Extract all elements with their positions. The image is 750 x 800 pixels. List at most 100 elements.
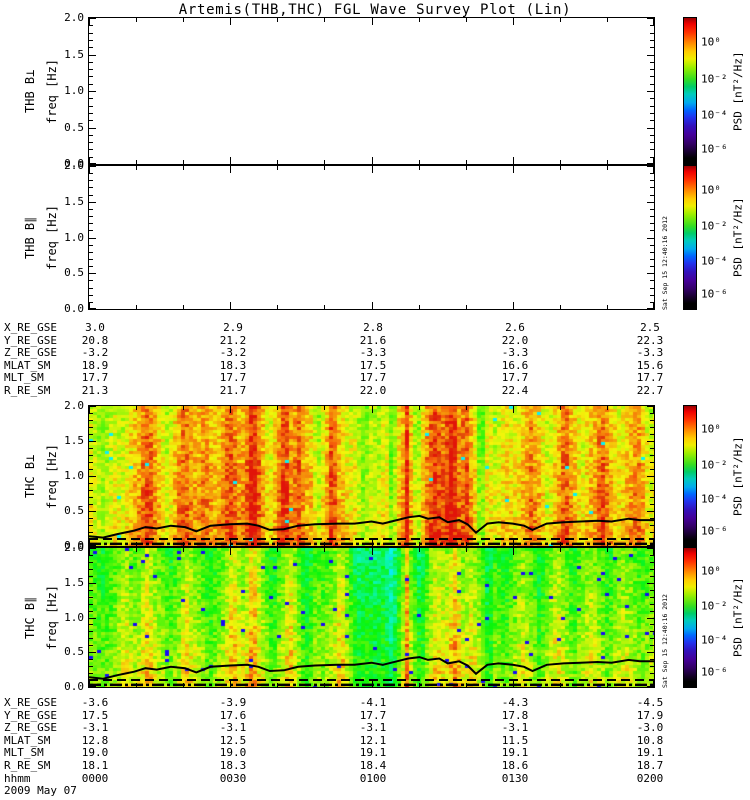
axis-tick-thb-bpar: [136, 166, 137, 170]
ephem-bottom-value: 0030: [219, 771, 247, 785]
axis-tick-thb-bpar: [650, 295, 654, 296]
y-tick-label-thc-bperp: 1.0: [64, 469, 84, 482]
ephem-mid-value: 22.0: [359, 384, 387, 397]
y-tick-label-thc-bpar: 0.5: [64, 645, 84, 659]
axis-tick-thc-bperp: [650, 413, 654, 414]
ephem-mid-value: 17.7: [359, 371, 387, 385]
ephem-bottom-value: -3.0: [636, 721, 664, 735]
axis-tick-thc-bperp: [513, 539, 514, 546]
ephem-bottom-value: -4.3: [501, 696, 529, 709]
timestamp-stamp: Sat Sep 15 12:40:16 2012: [661, 594, 669, 688]
axis-tick-thc-bperp: [89, 511, 96, 512]
ephem-mid-row-label: MLT_SM: [4, 371, 44, 385]
axis-tick-thc-bpar: [650, 590, 654, 591]
axis-tick-thc-bperp: [89, 455, 93, 456]
axis-tick-thb-bperp: [89, 69, 93, 70]
colorbar-tick-label-thb-bperp: 10⁻²: [701, 72, 728, 86]
axis-tick-thb-bpar: [277, 305, 278, 309]
axis-tick-thc-bpar: [650, 638, 654, 639]
axis-tick-thc-bpar: [277, 683, 278, 687]
axis-tick-thc-bperp: [89, 483, 93, 484]
panel-title-thb-bperp: THB B⊥: [23, 69, 37, 113]
axis-tick-thb-bperp: [650, 62, 654, 63]
axis-tick-thc-bpar: [89, 659, 93, 660]
plot-box-thb-bpar: [88, 165, 655, 310]
colorbar-tick-label-thb-bpar: 10⁰: [701, 183, 721, 197]
axis-tick-thc-bpar: [466, 548, 467, 552]
axis-tick-thb-bperp: [372, 18, 373, 25]
axis-tick-thc-bpar: [89, 604, 93, 605]
axis-tick-thb-bperp: [650, 25, 654, 26]
axis-tick-thc-bperp: [89, 532, 93, 533]
overlay-thc-bpar: [89, 656, 654, 687]
axis-tick-thb-bpar: [466, 305, 467, 309]
axis-tick-thc-bperp: [136, 406, 137, 410]
axis-tick-thc-bpar: [136, 548, 137, 552]
axis-tick-thb-bpar: [89, 295, 93, 296]
ephem-mid-value: -3.3: [501, 346, 529, 360]
ephem-mid-value: 17.7: [636, 371, 664, 385]
axis-tick-thc-bperp: [650, 448, 654, 449]
axis-tick-thc-bperp: [466, 542, 467, 546]
axis-tick-thb-bperp: [650, 135, 654, 136]
axis-tick-thb-bpar: [89, 180, 93, 181]
axis-tick-thc-bperp: [89, 497, 93, 498]
axis-tick-thb-bperp: [277, 160, 278, 164]
axis-tick-thc-bpar: [647, 548, 654, 549]
axis-tick-thb-bperp: [607, 160, 608, 164]
colorbar-tick-label-thb-bperp: 10⁻⁶: [701, 142, 728, 156]
ephem-bottom-value: -4.1: [359, 696, 387, 709]
axis-tick-thc-bperp: [647, 476, 654, 477]
axis-tick-thb-bpar: [650, 230, 654, 231]
y-tick-label-thb-bpar: 0.5: [64, 266, 84, 280]
axis-tick-thc-bpar: [230, 680, 231, 687]
axis-tick-thb-bpar: [372, 166, 373, 173]
axis-tick-thb-bpar: [650, 195, 654, 196]
ephem-mid-value: 21.7: [219, 384, 247, 397]
axis-tick-thb-bperp: [89, 163, 96, 164]
axis-tick-thb-bpar: [89, 166, 90, 173]
axis-tick-thb-bperp: [183, 160, 184, 164]
axis-tick-thc-bpar: [89, 680, 93, 681]
ephem-mid-row-label: MLAT_SM: [4, 358, 51, 372]
axis-tick-thc-bpar: [466, 683, 467, 687]
axis-tick-thc-bpar: [650, 555, 654, 556]
ephem-mid-value: 2.9: [223, 321, 243, 334]
axis-tick-thc-bpar: [230, 548, 231, 555]
axis-tick-thc-bpar: [89, 686, 96, 687]
axis-tick-thb-bperp: [89, 106, 93, 107]
axis-tick-thc-bpar: [650, 562, 654, 563]
axis-tick-thc-bperp: [650, 434, 654, 435]
axis-tick-thc-bpar: [89, 583, 96, 584]
axis-tick-thb-bperp: [136, 160, 137, 164]
axis-tick-thc-bperp: [89, 469, 93, 470]
cutoff-line-thc-bpar: [89, 656, 654, 680]
axis-tick-thc-bperp: [650, 497, 654, 498]
axis-tick-thc-bperp: [89, 448, 93, 449]
axis-tick-thc-bperp: [89, 427, 93, 428]
axis-tick-thb-bpar: [650, 252, 654, 253]
ephem-mid-row-label: Y_RE_GSE: [4, 333, 57, 347]
axis-tick-thb-bpar: [647, 238, 654, 239]
axis-tick-thc-bpar: [89, 548, 96, 549]
axis-tick-thc-bperp: [650, 532, 654, 533]
axis-tick-thc-bpar: [647, 583, 654, 584]
axis-tick-thc-bpar: [650, 597, 654, 598]
ephem-mid-value: -3.2: [219, 346, 247, 360]
axis-tick-thc-bperp: [89, 406, 96, 407]
colorbar-tick-label-thb-bpar: 10⁻⁶: [701, 287, 728, 301]
axis-tick-thb-bpar: [647, 166, 654, 167]
ephem-bottom-value: -3.1: [219, 721, 247, 735]
colorbar-tick-label-thb-bpar: 10⁻⁴: [701, 254, 728, 268]
axis-tick-thc-bperp: [419, 406, 420, 410]
y-tick-label-thc-bperp: 2.0: [64, 399, 84, 412]
ephem-bottom-value: 11.5: [501, 733, 529, 747]
axis-tick-thc-bperp: [183, 406, 184, 410]
plot-box-thb-bperp: [88, 17, 655, 165]
axis-tick-thb-bperp: [89, 18, 90, 25]
axis-tick-thc-bperp: [560, 542, 561, 546]
colorbar-unit-label-thc-bpar: PSD [nT²/Hz]: [731, 577, 745, 658]
axis-tick-thc-bpar: [89, 645, 93, 646]
axis-tick-thb-bpar: [653, 302, 654, 309]
axis-tick-thc-bperp: [607, 406, 608, 410]
